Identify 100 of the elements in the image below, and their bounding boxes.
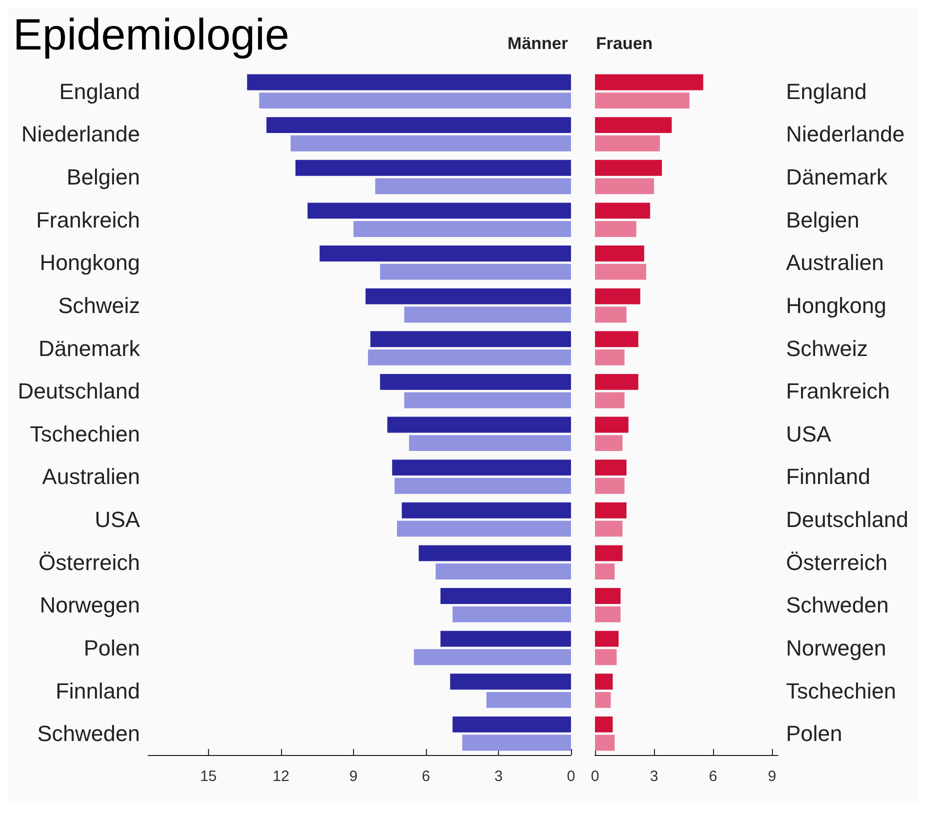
- x-tick-label: 12: [272, 768, 290, 785]
- bar: [396, 520, 571, 537]
- x-tick-label: 3: [650, 768, 658, 785]
- bar: [452, 716, 571, 732]
- bar: [595, 520, 623, 537]
- x-tick-label: 0: [590, 768, 600, 785]
- bar: [380, 264, 571, 280]
- bar: [486, 692, 571, 708]
- bar: [452, 606, 571, 622]
- bar: [595, 502, 626, 518]
- y-tick-label: Tschechien: [786, 678, 896, 704]
- bar: [595, 564, 615, 580]
- y-tick-label: Norwegen: [40, 592, 140, 618]
- bar: [595, 416, 628, 433]
- y-tick-label: Österreich: [38, 550, 140, 575]
- x-tick-label: 15: [200, 768, 217, 785]
- bar: [404, 392, 571, 408]
- y-tick-label: Schweiz: [58, 292, 140, 318]
- y-tick-label: USA: [786, 421, 832, 446]
- y-tick-label: Hongkong: [786, 292, 886, 318]
- bar: [380, 374, 571, 390]
- bar: [436, 564, 571, 580]
- bar: [595, 117, 672, 134]
- bar: [595, 135, 660, 152]
- bar: [595, 716, 613, 732]
- y-tick-label: Schweiz: [786, 336, 868, 361]
- bar: [266, 117, 571, 134]
- bar: [595, 674, 613, 690]
- y-tick-label: Deutschland: [18, 378, 140, 404]
- y-tick-label: Belgien: [66, 164, 140, 190]
- y-tick-label: Tschechien: [30, 421, 140, 446]
- y-tick-label: Schweden: [37, 721, 140, 746]
- bar: [595, 649, 617, 666]
- bar: [450, 674, 571, 690]
- bar: [595, 460, 626, 476]
- bar: [595, 202, 650, 219]
- chart-subtitle: Frauen: [596, 34, 653, 53]
- y-tick-label: Deutschland: [786, 507, 908, 532]
- bar: [440, 630, 571, 647]
- bar: [595, 545, 623, 562]
- bar: [595, 692, 611, 708]
- bar: [595, 264, 646, 280]
- bar: [375, 178, 571, 194]
- bar: [595, 160, 662, 176]
- bar: [402, 502, 571, 518]
- bar: [404, 306, 571, 323]
- x-tick-label: 9: [349, 768, 358, 785]
- x-tick-label: 6: [708, 768, 718, 785]
- bar: [595, 435, 623, 452]
- bar: [259, 92, 571, 109]
- bar: [595, 374, 638, 390]
- x-tick-label: 0: [566, 768, 576, 785]
- bar: [418, 545, 571, 562]
- y-tick-label: England: [59, 78, 140, 104]
- y-tick-label: England: [786, 78, 867, 104]
- y-tick-label: Niederlande: [21, 122, 140, 147]
- y-tick-label: Dänemark: [38, 336, 141, 361]
- bar: [595, 306, 626, 323]
- bar: [595, 92, 690, 109]
- bar: [290, 135, 571, 152]
- bar: [308, 202, 571, 219]
- bar: [595, 288, 640, 304]
- x-tick-label: 6: [422, 768, 430, 785]
- y-tick-label: Norwegen: [786, 635, 886, 660]
- bar: [595, 588, 621, 604]
- y-tick-label: Österreich: [786, 550, 888, 575]
- bar: [353, 221, 571, 237]
- bar: [320, 246, 571, 262]
- x-tick-label: 9: [768, 768, 776, 785]
- bar: [409, 435, 571, 452]
- bar: [440, 588, 571, 604]
- bar: [595, 606, 621, 622]
- bar: [595, 630, 619, 647]
- bar: [370, 331, 571, 348]
- y-tick-label: Niederlande: [786, 122, 905, 147]
- x-tick-label: 3: [494, 768, 503, 785]
- bar: [414, 649, 571, 666]
- bar: [595, 331, 638, 348]
- bar: [595, 478, 625, 494]
- y-tick-label: USA: [94, 507, 140, 532]
- bar: [595, 74, 704, 90]
- bar: [595, 178, 654, 194]
- chart-title: Epidemiologie: [13, 10, 290, 60]
- bar: [392, 460, 571, 476]
- y-tick-label: Finnland: [786, 464, 870, 490]
- y-tick-label: Polen: [786, 721, 842, 746]
- bar: [595, 221, 636, 237]
- bar: [247, 74, 571, 90]
- bar: [462, 734, 571, 751]
- bar: [595, 246, 644, 262]
- y-tick-label: Schweden: [786, 592, 889, 618]
- y-tick-label: Hongkong: [40, 250, 140, 276]
- bar: [387, 416, 571, 433]
- y-tick-label: Finnland: [56, 678, 140, 704]
- y-tick-label: Frankreich: [786, 378, 890, 404]
- bar: [366, 288, 571, 304]
- bar: [295, 160, 571, 176]
- bar: [595, 392, 625, 408]
- chart-subtitle: Männer: [508, 34, 568, 53]
- y-tick-label: Australien: [42, 464, 140, 490]
